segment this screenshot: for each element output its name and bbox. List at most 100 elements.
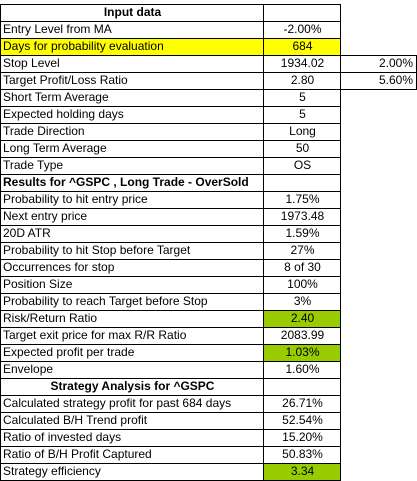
row-label[interactable]: Entry Level from MA <box>3 22 112 36</box>
row-value[interactable]: 5 <box>299 90 306 104</box>
grid-line-vertical <box>0 4 1 481</box>
row-label[interactable]: Expected holding days <box>3 107 124 121</box>
row-value[interactable]: 3% <box>293 294 312 308</box>
grid-line-horizontal <box>0 259 341 260</box>
row-value[interactable]: 1934.02 <box>280 56 325 70</box>
row-label[interactable]: Input data <box>103 5 162 19</box>
row-label[interactable]: Trade Type <box>3 158 64 172</box>
row-label[interactable]: Probability to reach Target before Stop <box>3 294 208 308</box>
grid-line-horizontal <box>0 89 341 90</box>
grid-line-horizontal <box>0 446 341 447</box>
row-label[interactable]: Long Term Average <box>3 141 107 155</box>
table-row: Target exit price for max R/R Ratio 2083.… <box>0 327 417 344</box>
row-label[interactable]: Risk/Return Ratio <box>3 311 98 325</box>
row-label[interactable]: Strategy Analysis for ^GSPC <box>50 379 215 393</box>
row-value[interactable]: 27% <box>290 243 315 257</box>
row-label[interactable]: Expected profit per trade <box>3 345 135 359</box>
grid-line-horizontal <box>0 293 341 294</box>
table-row: Risk/Return Ratio 2.40 <box>0 310 417 327</box>
row-value[interactable]: Long <box>289 124 316 138</box>
row-label[interactable]: Strategy efficiency <box>3 464 101 478</box>
table-row: Probability to hit entry price 1.75% <box>0 191 417 208</box>
row-value[interactable]: 5 <box>299 107 306 121</box>
row-label[interactable]: Calculated B/H Trend profit <box>3 413 148 427</box>
table-row: Target Profit/Loss Ratio 2.80 5.60% <box>0 72 417 89</box>
row-value[interactable]: 1.60% <box>285 362 320 376</box>
row-label[interactable]: Short Term Average <box>3 90 109 104</box>
grid-line-horizontal <box>0 123 341 124</box>
table-row: Probability to hit Stop before Target 27% <box>0 242 417 259</box>
row-value[interactable]: 50.83% <box>282 447 323 461</box>
grid-line-horizontal <box>341 55 416 56</box>
grid-line-horizontal <box>0 225 341 226</box>
row-value[interactable]: 52.54% <box>282 413 323 427</box>
row-value[interactable]: 2.40 <box>264 310 341 327</box>
grid-line-horizontal <box>0 327 341 328</box>
table-row: Ratio of B/H Profit Captured 50.83% <box>0 446 417 463</box>
grid-line-horizontal <box>0 208 341 209</box>
table-row: Expected holding days 5 <box>0 106 417 123</box>
table-row: Trade Direction Long <box>0 123 417 140</box>
grid-line-horizontal <box>0 276 341 277</box>
row-value[interactable]: OS <box>293 158 312 172</box>
table-row: Entry Level from MA -2.00% <box>0 21 417 38</box>
row-value[interactable]: 2083.99 <box>280 328 325 342</box>
table-row: Short Term Average 5 <box>0 89 417 106</box>
row-value[interactable]: 3.34 <box>264 463 341 480</box>
table-row: Position Size 100% <box>0 276 417 293</box>
row-value[interactable] <box>264 378 341 395</box>
row-value[interactable]: -2.00% <box>283 22 322 36</box>
row-label[interactable]: Ratio of B/H Profit Captured <box>3 447 152 461</box>
row-value[interactable] <box>264 174 341 191</box>
grid-line-horizontal <box>341 72 416 73</box>
grid-line-horizontal <box>341 89 416 90</box>
row-label[interactable]: Target Profit/Loss Ratio <box>3 73 128 87</box>
row-value[interactable]: 1.03% <box>264 344 341 361</box>
grid-line-horizontal <box>0 72 341 73</box>
row-value[interactable]: 50 <box>295 141 310 155</box>
row-value[interactable]: 26.71% <box>282 396 323 410</box>
row-label[interactable]: Calculated strategy profit for past 684 … <box>3 396 232 410</box>
row-value[interactable]: 1.75% <box>285 192 320 206</box>
table-row: Days for probability evaluation 684 <box>0 38 417 55</box>
grid-line-horizontal <box>0 310 341 311</box>
table-row: Calculated strategy profit for past 684 … <box>0 395 417 412</box>
row-value[interactable] <box>264 4 341 21</box>
row-label[interactable]: Position Size <box>3 277 73 291</box>
table-row: Expected profit per trade 1.03% <box>0 344 417 361</box>
row-value[interactable]: 15.20% <box>282 430 323 444</box>
row-label[interactable]: Probability to hit Stop before Target <box>3 243 191 257</box>
row-value[interactable]: 1973.48 <box>280 209 325 223</box>
table-row: Trade Type OS <box>0 157 417 174</box>
row-value[interactable]: 8 of 30 <box>284 260 321 274</box>
row-extra-value[interactable]: 5.60% <box>378 73 413 87</box>
row-label[interactable]: Stop Level <box>3 56 60 70</box>
grid-line-horizontal <box>0 395 341 396</box>
row-value[interactable]: 1.59% <box>285 226 320 240</box>
grid-line-horizontal <box>0 106 341 107</box>
grid-line-horizontal <box>0 174 341 175</box>
table-row: Strategy efficiency 3.34 <box>0 463 417 480</box>
table-row: Strategy Analysis for ^GSPC <box>0 378 417 395</box>
table-row: Input data <box>0 4 417 21</box>
row-label[interactable]: Next entry price <box>3 209 88 223</box>
row-label[interactable]: Target exit price for max R/R Ratio <box>3 328 187 342</box>
row-value[interactable]: 684 <box>264 38 341 55</box>
table-row: Next entry price 1973.48 <box>0 208 417 225</box>
row-label[interactable]: Probability to hit entry price <box>3 192 148 206</box>
row-label[interactable]: Occurrences for stop <box>3 260 115 274</box>
row-label[interactable]: 20D ATR <box>3 226 51 240</box>
row-label[interactable]: Days for probability evaluation <box>1 38 264 55</box>
row-label[interactable]: Envelope <box>3 362 54 376</box>
grid-line-horizontal <box>0 463 341 464</box>
table-row: Probability to reach Target before Stop 3… <box>0 293 417 310</box>
row-label[interactable]: Results for ^GSPC , Long Trade - OverSol… <box>3 175 249 189</box>
row-value[interactable]: 100% <box>287 277 318 291</box>
row-label[interactable]: Trade Direction <box>3 124 85 138</box>
row-value[interactable]: 2.80 <box>290 73 315 87</box>
row-label[interactable]: Ratio of invested days <box>3 430 122 444</box>
row-extra-value[interactable]: 2.00% <box>378 56 413 70</box>
grid-line-horizontal <box>0 429 341 430</box>
grid-line-horizontal <box>0 361 341 362</box>
